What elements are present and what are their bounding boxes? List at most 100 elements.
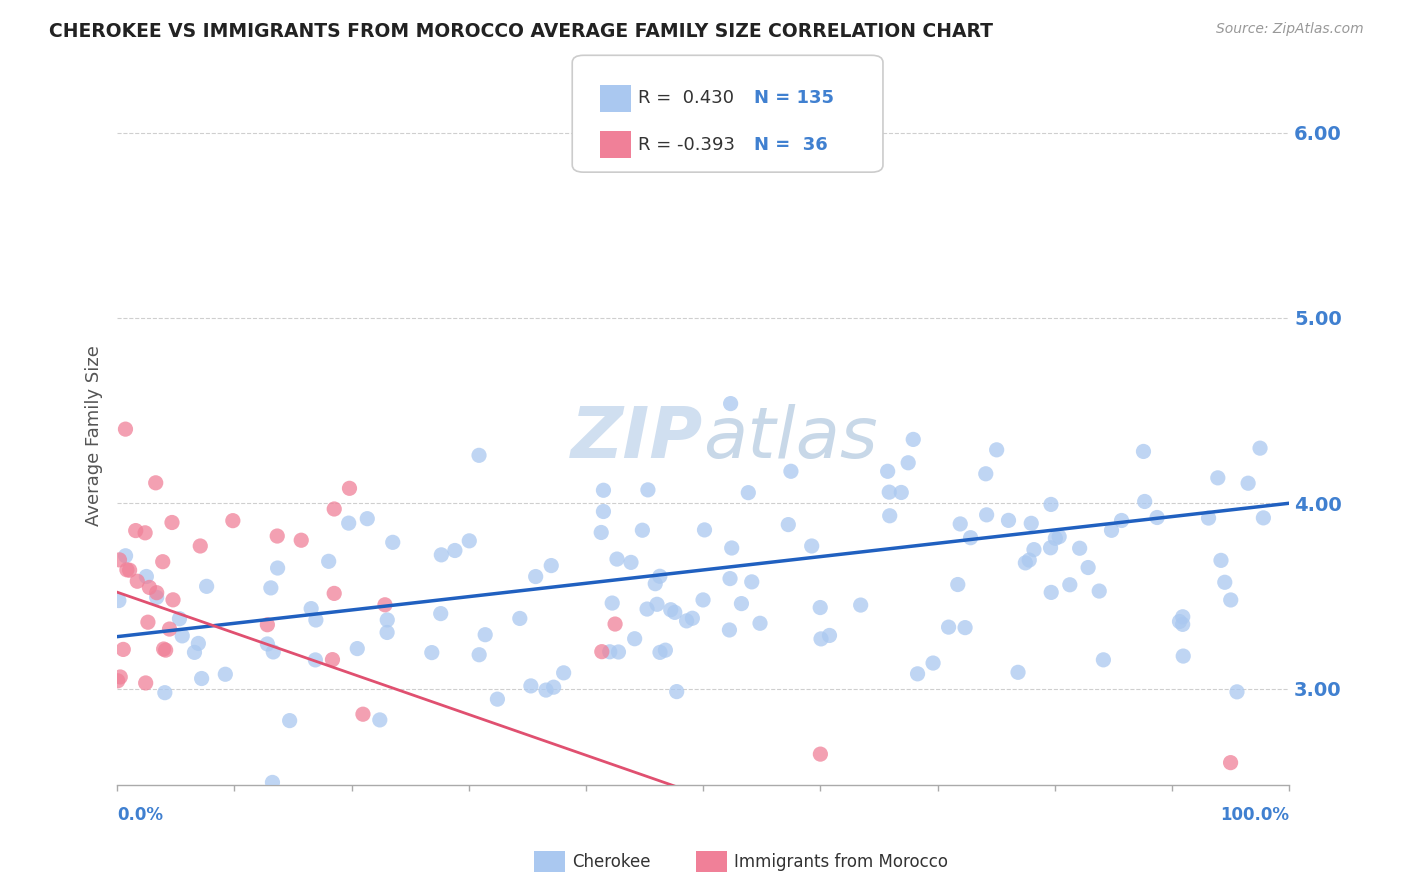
Point — [160, 516, 183, 530]
Point — [606, 552, 628, 566]
Point — [145, 591, 167, 605]
Point — [118, 563, 141, 577]
Point — [986, 442, 1008, 457]
Point — [654, 643, 676, 657]
Point — [974, 467, 997, 481]
Point — [183, 645, 205, 659]
Point — [1173, 649, 1195, 664]
Point — [1198, 511, 1220, 525]
Point — [553, 665, 575, 680]
Point — [592, 504, 614, 518]
Point — [1077, 560, 1099, 574]
Point — [730, 597, 752, 611]
Text: Cherokee: Cherokee — [572, 853, 651, 871]
Point — [323, 586, 346, 600]
Point — [323, 502, 346, 516]
Point — [810, 632, 832, 646]
Point — [1047, 530, 1070, 544]
Point — [591, 525, 613, 540]
Point — [112, 642, 135, 657]
Point — [1168, 615, 1191, 629]
Point — [108, 553, 131, 567]
Point — [524, 569, 547, 583]
Point — [152, 555, 174, 569]
Point — [266, 561, 288, 575]
Point — [520, 679, 543, 693]
Text: N = 135: N = 135 — [754, 89, 834, 107]
Point — [368, 713, 391, 727]
Point — [1253, 511, 1275, 525]
Point — [644, 576, 666, 591]
Point — [321, 652, 343, 666]
Point — [1045, 532, 1067, 546]
Text: R =  0.430: R = 0.430 — [638, 89, 734, 107]
Point — [718, 623, 741, 637]
Point — [907, 666, 929, 681]
Point — [260, 581, 283, 595]
Point — [356, 511, 378, 525]
Text: ZIP: ZIP — [571, 404, 703, 473]
Point — [256, 617, 278, 632]
Point — [381, 535, 404, 549]
Point — [509, 611, 531, 625]
Point — [1237, 476, 1260, 491]
Point — [659, 603, 682, 617]
Point — [1226, 685, 1249, 699]
Point — [256, 637, 278, 651]
Point — [648, 645, 671, 659]
Point — [374, 598, 396, 612]
Point — [375, 625, 398, 640]
Point — [188, 539, 211, 553]
Point — [135, 569, 157, 583]
Point — [780, 464, 803, 478]
Point — [1249, 441, 1271, 455]
Point — [1018, 553, 1040, 567]
Point — [720, 396, 742, 410]
Point — [675, 614, 697, 628]
Point — [346, 641, 368, 656]
Text: N =  36: N = 36 — [754, 136, 827, 153]
Text: CHEROKEE VS IMMIGRANTS FROM MOROCCO AVERAGE FAMILY SIZE CORRELATION CHART: CHEROKEE VS IMMIGRANTS FROM MOROCCO AVER… — [49, 22, 993, 41]
Point — [136, 615, 159, 630]
Point — [903, 433, 925, 447]
Point — [849, 598, 872, 612]
Point — [486, 692, 509, 706]
Point — [318, 554, 340, 568]
Point — [693, 523, 716, 537]
Point — [159, 622, 181, 636]
Point — [134, 525, 156, 540]
Point — [468, 648, 491, 662]
Point — [997, 513, 1019, 527]
Point — [1133, 494, 1156, 508]
Point — [1039, 541, 1062, 555]
Point — [1111, 513, 1133, 527]
Point — [1092, 653, 1115, 667]
Point — [636, 602, 658, 616]
Point — [110, 670, 132, 684]
Point — [876, 464, 898, 478]
Text: 0.0%: 0.0% — [117, 805, 163, 824]
Point — [1219, 593, 1241, 607]
Point — [946, 577, 969, 591]
Text: Immigrants from Morocco: Immigrants from Morocco — [734, 853, 948, 871]
Point — [1039, 498, 1062, 512]
Point — [127, 574, 149, 589]
Point — [749, 616, 772, 631]
Point — [375, 613, 398, 627]
Point — [603, 617, 626, 632]
Point — [879, 508, 901, 523]
Point — [145, 475, 167, 490]
Point — [718, 572, 741, 586]
Point — [600, 596, 623, 610]
Point — [1219, 756, 1241, 770]
Point — [145, 585, 167, 599]
Point — [138, 581, 160, 595]
Point — [114, 422, 136, 436]
Point — [664, 606, 686, 620]
Point — [953, 621, 976, 635]
Point — [474, 628, 496, 642]
Point — [897, 456, 920, 470]
Point — [681, 611, 703, 625]
Point — [278, 714, 301, 728]
Point — [190, 672, 212, 686]
